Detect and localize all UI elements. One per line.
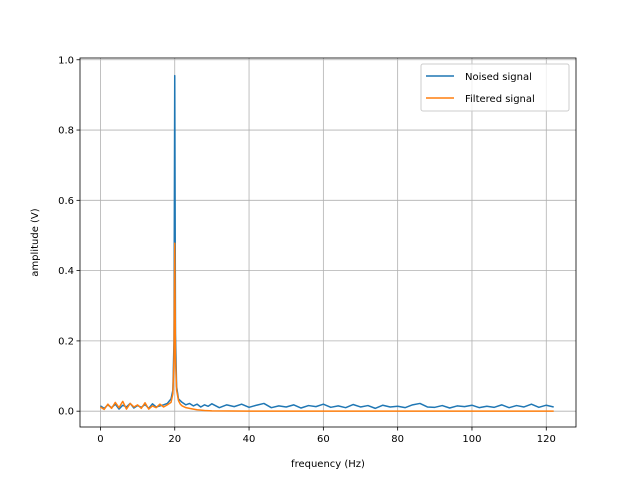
series-line-noised — [100, 74, 554, 410]
y-tick-label: 0.0 — [58, 407, 74, 418]
y-tick-label: 0.4 — [58, 266, 74, 277]
legend-label-noised: Noised signal — [465, 72, 532, 83]
x-tick-label: 20 — [168, 434, 181, 445]
legend: Noised signal Filtered signal — [420, 63, 570, 112]
series-line-filtered — [100, 242, 554, 412]
y-tick-label: 1.0 — [58, 55, 74, 66]
x-tick-label: 100 — [462, 434, 481, 445]
y-tick-label: 0.2 — [58, 336, 74, 347]
ticks: 0 20 40 60 80 100 120 0.0 0.2 0.4 0.6 0.8 1.0 — [58, 55, 556, 445]
legend-label-filtered: Filtered signal — [465, 94, 535, 105]
plot-frame — [79, 57, 577, 428]
x-tick-label: 0 — [97, 434, 103, 445]
x-tick-label: 120 — [537, 434, 556, 445]
y-axis-label: amplitude (V) — [30, 208, 41, 276]
series-layer — [100, 74, 554, 412]
x-tick-label: 80 — [391, 434, 404, 445]
y-tick-label: 0.8 — [58, 126, 74, 137]
legend-box — [420, 63, 570, 112]
x-tick-label: 40 — [243, 434, 256, 445]
x-axis-label: frequency (Hz) — [291, 459, 365, 470]
x-tick-label: 60 — [317, 434, 330, 445]
y-tick-label: 0.6 — [58, 196, 74, 207]
